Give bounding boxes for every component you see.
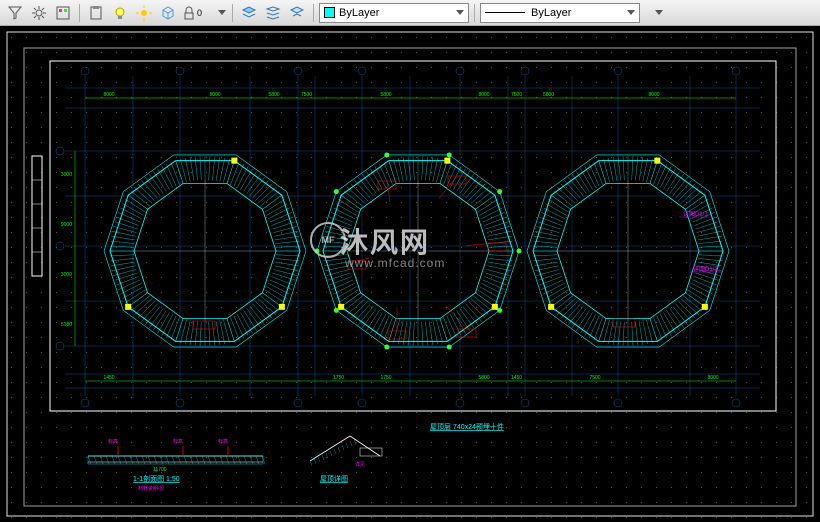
svg-text:9000: 9000 <box>61 222 72 228</box>
svg-text:1450: 1450 <box>103 375 114 381</box>
separator <box>313 4 314 22</box>
chevron-down-icon <box>627 10 635 15</box>
gear-icon[interactable] <box>28 2 50 24</box>
layers-prev-icon[interactable] <box>286 2 308 24</box>
watermark-logo: MF <box>310 222 346 258</box>
clipboard-icon[interactable] <box>85 2 107 24</box>
svg-text:7500: 7500 <box>301 92 312 98</box>
svg-text:1-1剖面图 1:50: 1-1剖面图 1:50 <box>133 474 180 483</box>
layers-icon[interactable] <box>238 2 260 24</box>
svg-text:8000: 8000 <box>707 375 718 381</box>
svg-text:3000: 3000 <box>61 172 72 178</box>
separator <box>474 4 475 22</box>
svg-text:5180: 5180 <box>61 322 72 328</box>
layers-stack-icon[interactable] <box>262 2 284 24</box>
svg-text:7500: 7500 <box>511 92 522 98</box>
linetype-combo[interactable]: ByLayer <box>480 3 640 23</box>
svg-text:材料说明-见: 材料说明-见 <box>138 485 165 492</box>
svg-text:5800: 5800 <box>380 92 391 98</box>
svg-text:11700: 11700 <box>153 467 167 473</box>
svg-text:7500: 7500 <box>589 375 600 381</box>
svg-text:5800: 5800 <box>268 92 279 98</box>
lock-text: 0 <box>197 8 202 18</box>
linetype-preview <box>485 12 525 13</box>
svg-text:1750: 1750 <box>333 375 344 381</box>
dropdown-icon[interactable] <box>205 2 227 24</box>
svg-text:8000: 8000 <box>648 92 659 98</box>
layer-color-label: ByLayer <box>339 7 379 19</box>
linetype-label: ByLayer <box>531 7 571 19</box>
lock-icon[interactable]: 0 <box>181 2 203 24</box>
svg-text:1450: 1450 <box>511 375 522 381</box>
svg-text:详图D1/3: 详图D1/3 <box>693 265 718 273</box>
sun-icon[interactable] <box>133 2 155 24</box>
svg-text:标高: 标高 <box>108 438 118 445</box>
svg-text:1750: 1750 <box>380 375 391 381</box>
cad-drawing: 详图D1/3详图D1/38000800058007500580080007500… <box>0 26 820 522</box>
svg-text:标高: 标高 <box>173 438 183 445</box>
svg-text:屋顶详图: 屋顶详图 <box>320 474 348 483</box>
filter-icon[interactable] <box>4 2 26 24</box>
cube-icon[interactable] <box>157 2 179 24</box>
svg-text:5800: 5800 <box>543 92 554 98</box>
svg-text:详见: 详见 <box>355 461 365 468</box>
separator <box>232 4 233 22</box>
svg-text:3000: 3000 <box>61 272 72 278</box>
svg-text:8000: 8000 <box>478 92 489 98</box>
model-viewport[interactable]: 详图D1/3详图D1/38000800058007500580080007500… <box>0 26 820 522</box>
svg-text:8000: 8000 <box>103 92 114 98</box>
layer-swatch <box>324 7 335 18</box>
separator <box>79 4 80 22</box>
dropdown-icon[interactable] <box>642 2 664 24</box>
palette-icon[interactable] <box>52 2 74 24</box>
svg-text:标高: 标高 <box>218 438 228 445</box>
svg-text:5800: 5800 <box>478 375 489 381</box>
bulb-icon[interactable] <box>109 2 131 24</box>
chevron-down-icon <box>456 10 464 15</box>
svg-text:8000: 8000 <box>209 92 220 98</box>
svg-text:屋顶层 740x24预埋十件: 屋顶层 740x24预埋十件 <box>430 422 504 431</box>
layer-color-combo[interactable]: ByLayer <box>319 3 469 23</box>
